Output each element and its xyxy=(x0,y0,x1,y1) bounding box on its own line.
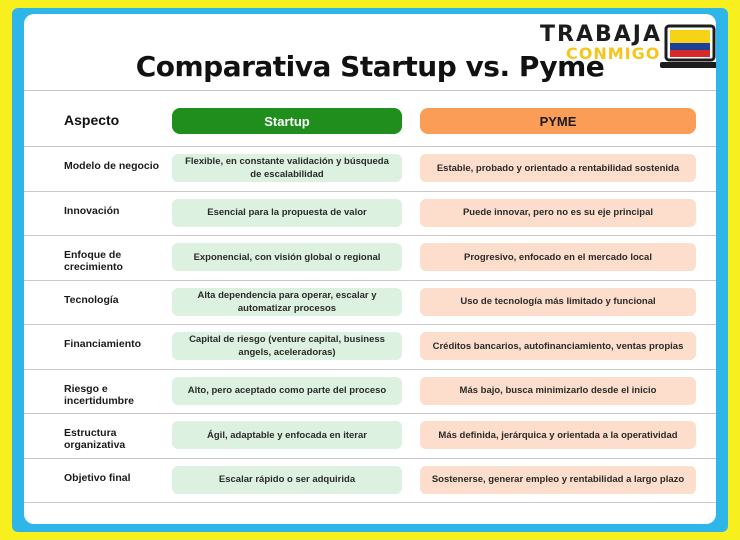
row-pyme-cell: Uso de tecnología más limitado y funcion… xyxy=(420,287,696,316)
row-startup-cell: Escalar rápido o ser adquirida xyxy=(172,465,402,494)
row-pyme-cell: Más definida, jerárquica y orientada a l… xyxy=(420,421,696,449)
row-startup-cell: Esencial para la propuesta de valor xyxy=(172,198,402,227)
row-divider xyxy=(24,279,716,281)
row-pyme-cell: Más bajo, busca minimizarlo desde el ini… xyxy=(420,376,696,405)
header-aspect: Aspecto xyxy=(64,112,120,128)
header-startup: Startup xyxy=(172,108,402,134)
row-startup-cell: Exponencial, con visión global o regiona… xyxy=(172,243,402,271)
row-divider xyxy=(24,413,716,414)
row-divider xyxy=(24,324,716,325)
row-aspect: Objetivo final xyxy=(64,471,131,484)
row-divider xyxy=(24,502,716,503)
comparison-card: Comparativa Startup vs. Pyme TRABAJA CON… xyxy=(24,14,716,524)
logo-text-line1: TRABAJA xyxy=(540,22,662,47)
row-pyme-cell: Progresivo, enfocado en el mercado local xyxy=(420,243,696,271)
row-aspect: Innovación xyxy=(64,204,120,217)
row-aspect: Financiamiento xyxy=(64,338,142,350)
row-divider xyxy=(24,368,716,370)
row-startup-cell: Ágil, adaptable y enfocada en iterar xyxy=(172,421,402,449)
logo: TRABAJA CONMIGO xyxy=(540,22,716,86)
page-title: Comparativa Startup vs. Pyme xyxy=(135,50,605,83)
row-aspect: Modelo de negocio xyxy=(64,160,160,172)
divider xyxy=(24,90,716,91)
header-pyme: PYME xyxy=(420,108,696,134)
row-aspect: Riesgo e incertidumbre xyxy=(64,382,135,407)
laptop-flag-icon xyxy=(660,24,716,68)
row-startup-cell: Capital de riesgo (venture capital, busi… xyxy=(172,332,402,360)
row-startup-cell: Flexible, en constante validación y búsq… xyxy=(172,154,402,182)
row-pyme-cell: Puede innovar, pero no es su eje princip… xyxy=(420,198,696,227)
row-aspect: Tecnología xyxy=(64,293,119,306)
row-pyme-cell: Estable, probado y orientado a rentabili… xyxy=(420,154,696,182)
logo-text-line2: CONMIGO xyxy=(566,44,661,63)
row-aspect: Enfoque de crecimiento xyxy=(64,249,123,273)
row-pyme-cell: Créditos bancarios, autofinanciamiento, … xyxy=(420,332,696,360)
row-aspect: Estructura organizativa xyxy=(64,427,126,451)
row-startup-cell: Alta dependencia para operar, escalar y … xyxy=(172,287,402,316)
row-startup-cell: Alto, pero aceptado como parte del proce… xyxy=(172,376,402,405)
divider xyxy=(24,146,716,147)
row-divider xyxy=(24,190,716,192)
row-divider xyxy=(24,457,716,459)
row-divider xyxy=(24,235,716,236)
row-pyme-cell: Sostenerse, generar empleo y rentabilida… xyxy=(420,465,696,494)
